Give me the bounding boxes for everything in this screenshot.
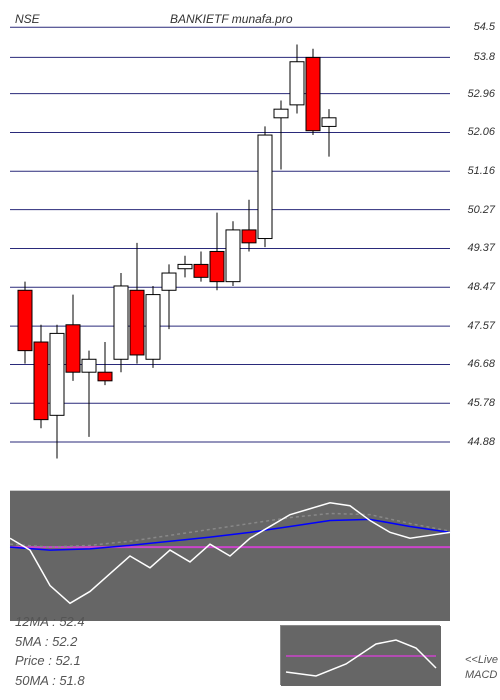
candle-area	[10, 10, 450, 480]
chart-container: NSE BANKIETF munafa.pro 54.553.852.9652.…	[0, 0, 500, 700]
y-tick-label: 44.88	[467, 436, 495, 448]
y-tick-label: 51.16	[467, 165, 495, 177]
y-tick-label: 49.37	[467, 242, 495, 254]
ma5-label: 5MA : 52.2	[15, 632, 85, 652]
macd-inset-chart	[281, 626, 441, 686]
ma50-label: 50MA : 51.8	[15, 671, 85, 691]
macd-indicator-panel	[10, 490, 450, 620]
y-tick-label: 46.68	[467, 358, 495, 370]
y-tick-label: 45.78	[467, 397, 495, 409]
y-tick-label: 50.27	[467, 204, 495, 216]
y-axis-labels: 54.5 53.8 52.96 52.06 51.16 50.27 49.37 48.47 47…	[445, 10, 495, 480]
candles	[10, 10, 450, 480]
indicator-lines	[10, 491, 450, 621]
macd-live-label: <<LiveMACD	[465, 653, 498, 682]
y-tick-label: 53.8	[474, 51, 495, 63]
ma12-label: 12MA : 52.4	[15, 612, 85, 632]
y-tick-label: 47.57	[467, 320, 495, 332]
macd-inset-box	[280, 625, 440, 685]
y-tick-label: 54.5	[474, 21, 495, 33]
y-tick-label: 52.06	[467, 126, 495, 138]
stats-panel: 12MA : 52.4 5MA : 52.2 Price : 52.1 50MA…	[15, 612, 85, 690]
y-tick-label: 52.96	[467, 88, 495, 100]
y-tick-label: 48.47	[467, 281, 495, 293]
price-label: Price : 52.1	[15, 651, 85, 671]
